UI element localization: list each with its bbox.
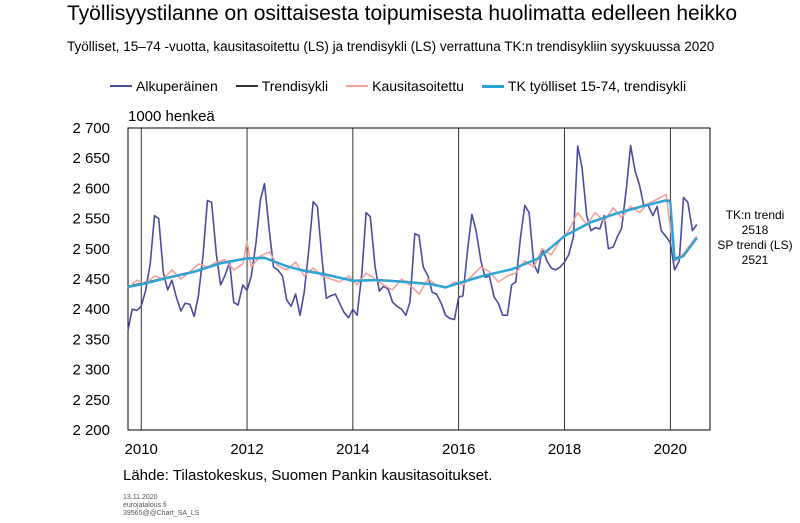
legend-label-kausitasoitettu: Kausitasoitettu [372,78,464,94]
y-tick-label: 2 500 [72,241,110,258]
unit-label: 1000 henkeä [128,108,215,125]
footer-chart-id: 39565@@Chart_SA_LS [123,510,200,517]
legend-label-alkuperainen: Alkuperäinen [136,78,218,94]
legend-swatch-trendisykli [235,85,258,87]
x-tick-label: 2010 [125,441,158,458]
legend-item-trendisykli: Trendisykli [235,78,329,94]
legend-item-kausitasoitettu: Kausitasoitettu [346,78,464,94]
y-tick-label: 2 200 [72,422,110,439]
legend-item-tk-trendi: TK työlliset 15-74, trendisykli [481,78,687,94]
legend-swatch-alkuperainen [110,85,132,87]
annotation-tk-trendi-value: 2518 [742,223,769,237]
y-tick-label: 2 400 [72,301,110,318]
y-tick-label: 2 250 [72,392,110,409]
footer-site: eurojatalous.fi [123,502,167,509]
footer-date: 13.11.2020 [123,494,158,501]
legend-label-trendisykli: Trendisykli [261,78,329,94]
legend-item-alkuperainen: Alkuperäinen [110,78,218,94]
chart-subtitle: Työlliset, 15–74 -vuotta, kausitasoitett… [67,39,715,54]
series-line-2 [127,193,698,295]
y-tick-label: 2 650 [72,150,110,167]
x-tick-label: 2020 [654,441,687,458]
plot-frame [127,127,711,431]
annotation-tk-trendi-label: TK:n trendi [726,208,785,222]
x-tick-label: 2012 [230,441,263,458]
x-tick-label: 2014 [336,441,369,458]
footer-meta: 13.11.2020 eurojatalous.fi 39565@@Chart_… [123,494,199,518]
y-tick-label: 2 600 [72,180,110,197]
series-line-0 [127,144,698,331]
legend: Alkuperäinen Trendisykli Kausitasoitettu… [110,78,686,94]
annotation-sp-trendi-label: SP trendi (LS) [717,238,792,252]
y-tick-label: 2 700 [72,120,110,137]
source-note: Lähde: Tilastokeskus, Suomen Pankin kaus… [123,467,493,484]
series-line-3 [127,199,698,289]
y-tick-label: 2 550 [72,211,110,228]
x-tick-label: 2016 [442,441,475,458]
x-tick-label: 2018 [548,441,581,458]
y-tick-label: 2 350 [72,331,110,348]
y-tick-label: 2 300 [72,362,110,379]
legend-swatch-tk-trendi [481,84,504,88]
chart-title: Työllisyystilanne on osittaisesta toipum… [67,2,738,25]
legend-label-tk-trendi: TK työlliset 15-74, trendisykli [507,78,687,94]
legend-swatch-kausitasoitettu [346,85,369,87]
annotation-sp-trendi-value: 2521 [742,253,769,267]
y-tick-label: 2 450 [72,271,110,288]
